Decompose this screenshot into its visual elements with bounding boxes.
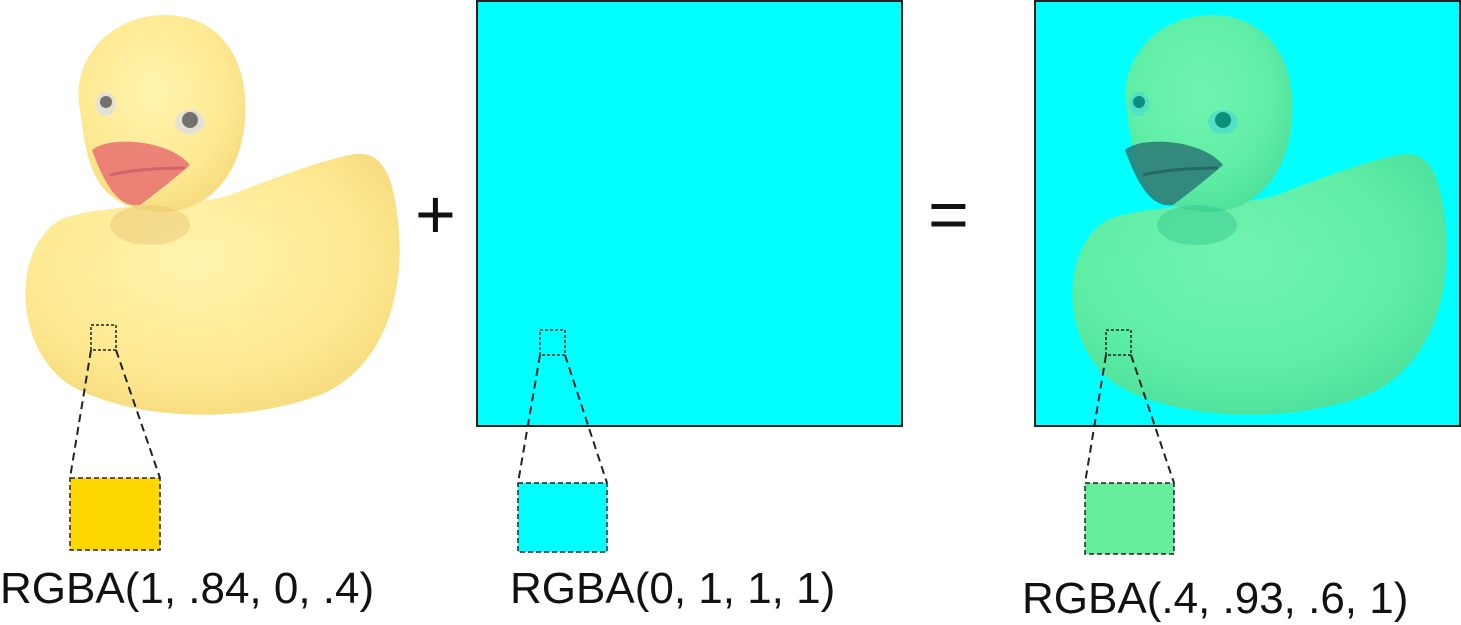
sample-marker	[90, 324, 117, 351]
sample-swatch	[517, 482, 608, 553]
blended-duck-image	[1072, 15, 1447, 415]
plus-operator: +	[415, 175, 456, 253]
sample-marker	[539, 329, 566, 356]
sample-label: RGBA(0, 1, 1, 1)	[510, 564, 835, 613]
sample-label: RGBA(1, .84, 0, .4)	[0, 564, 374, 613]
zoom-line-left	[69, 349, 92, 479]
sample-swatch	[69, 477, 161, 551]
result-blend-panel: RGBA(.4, .93, .6, 1)	[1022, 0, 1461, 623]
sample-label: RGBA(.4, .93, .6, 1)	[1022, 574, 1408, 623]
zoom-line-left	[517, 354, 541, 484]
sample-swatch	[1084, 482, 1175, 555]
equals-operator: =	[928, 175, 969, 253]
zoom-line-right	[1130, 354, 1175, 484]
source-duck-panel: RGBA(1, .84, 0, .4)	[0, 15, 400, 613]
zoom-line-left	[1084, 354, 1107, 484]
cyan-rectangle	[476, 0, 903, 427]
zoom-line-right	[115, 349, 161, 479]
zoom-line-right	[564, 354, 608, 484]
sample-marker	[1105, 329, 1132, 356]
duck-image	[25, 15, 400, 415]
destination-cyan-panel: RGBA(0, 1, 1, 1)	[476, 0, 903, 613]
